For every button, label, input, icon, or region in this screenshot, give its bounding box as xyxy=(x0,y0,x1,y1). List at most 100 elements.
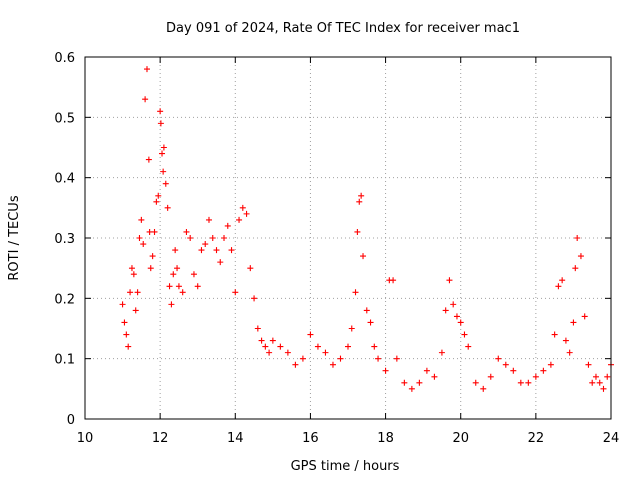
roti-point xyxy=(574,235,581,241)
roti-point xyxy=(360,253,367,260)
roti-point xyxy=(164,204,171,211)
roti-point xyxy=(136,235,143,241)
x-tick-label: 10 xyxy=(77,431,94,446)
roti-point xyxy=(172,247,179,254)
roti-point xyxy=(166,283,173,290)
plot-frame xyxy=(84,56,612,420)
y-tick-labels: 0 0.1 0.2 0.3 0.4 0.5 0.6 xyxy=(54,51,75,428)
roti-point xyxy=(194,283,201,290)
x-tick-label: 14 xyxy=(227,431,244,446)
roti-point xyxy=(243,210,250,217)
roti-point xyxy=(367,319,374,326)
roti-point xyxy=(461,331,468,338)
roti-point xyxy=(224,222,231,229)
roti-point xyxy=(228,247,235,254)
roti-point xyxy=(153,198,160,205)
roti-point xyxy=(363,307,370,314)
x-tick-label: 18 xyxy=(377,431,394,446)
roti-point xyxy=(159,150,166,157)
roti-point xyxy=(495,355,502,362)
roti-point xyxy=(213,247,220,254)
roti-point xyxy=(232,289,239,296)
roti-point xyxy=(416,379,423,386)
roti-point xyxy=(589,379,596,386)
roti-point xyxy=(559,277,566,284)
roti-point xyxy=(371,343,378,350)
roti-point xyxy=(236,216,243,223)
roti-point xyxy=(401,379,408,386)
roti-point xyxy=(160,144,167,151)
x-tick-label: 12 xyxy=(152,431,169,446)
roti-point xyxy=(431,373,438,380)
axis-ticks xyxy=(84,56,612,420)
roti-point xyxy=(453,313,460,320)
roti-point xyxy=(555,283,562,290)
roti-point xyxy=(354,228,361,235)
roti-point xyxy=(174,265,181,272)
x-tick-label: 16 xyxy=(302,431,319,446)
roti-point xyxy=(209,235,216,241)
roti-point xyxy=(140,241,147,248)
roti-point xyxy=(127,289,134,296)
roti-point xyxy=(540,367,547,374)
roti-point xyxy=(266,349,273,356)
roti-point xyxy=(175,283,182,290)
roti-point xyxy=(345,343,351,350)
roti-point xyxy=(160,168,167,175)
roti-point xyxy=(566,349,573,356)
y-tick-label: 0.3 xyxy=(54,232,75,247)
roti-point xyxy=(254,325,261,332)
roti-point xyxy=(329,361,336,368)
roti-point xyxy=(604,373,611,380)
roti-point xyxy=(375,355,382,362)
roti-point xyxy=(151,228,158,235)
roti-point xyxy=(149,253,156,260)
roti-point xyxy=(217,259,224,266)
roti-point xyxy=(162,180,169,187)
roti-point xyxy=(382,367,389,374)
roti-point xyxy=(145,156,152,163)
roti-point xyxy=(205,216,212,223)
roti-point xyxy=(221,235,228,241)
roti-point xyxy=(202,241,209,248)
x-axis-title: GPS time / hours xyxy=(291,459,400,474)
roti-point xyxy=(314,343,321,350)
y-tick-label: 0 xyxy=(67,413,75,428)
x-tick-label: 24 xyxy=(603,431,620,446)
roti-point xyxy=(143,66,150,73)
roti-point xyxy=(348,325,355,332)
roti-point xyxy=(284,349,291,356)
x-tick-label: 22 xyxy=(528,431,545,446)
chart-title: Day 091 of 2024, Rate Of TEC Index for r… xyxy=(166,21,520,36)
roti-point xyxy=(190,271,197,278)
roti-point xyxy=(187,235,194,241)
roti-point xyxy=(472,379,479,386)
roti-point xyxy=(292,361,299,368)
roti-point xyxy=(322,349,329,356)
roti-point xyxy=(393,355,400,362)
roti-point xyxy=(596,379,603,386)
roti-point xyxy=(170,271,177,278)
roti-point xyxy=(142,96,149,103)
roti-point xyxy=(577,253,584,260)
roti-point xyxy=(155,192,162,199)
roti-point xyxy=(128,265,135,272)
roti-point xyxy=(352,289,359,296)
roti-point xyxy=(592,373,599,380)
roti-point xyxy=(525,379,532,386)
roti-point xyxy=(572,265,579,272)
roti-point xyxy=(423,367,430,374)
roti-point xyxy=(138,216,145,223)
roti-point xyxy=(119,301,126,308)
roti-point xyxy=(457,319,464,326)
roti-point xyxy=(147,265,154,272)
roti-point xyxy=(168,301,175,308)
roti-point xyxy=(551,331,558,338)
roti-point xyxy=(258,337,265,344)
roti-point xyxy=(517,379,524,386)
roti-point xyxy=(408,385,415,392)
roti-point xyxy=(390,277,397,284)
y-tick-label: 0.2 xyxy=(54,292,75,307)
x-tick-label: 20 xyxy=(452,431,469,446)
roti-point xyxy=(307,331,314,338)
